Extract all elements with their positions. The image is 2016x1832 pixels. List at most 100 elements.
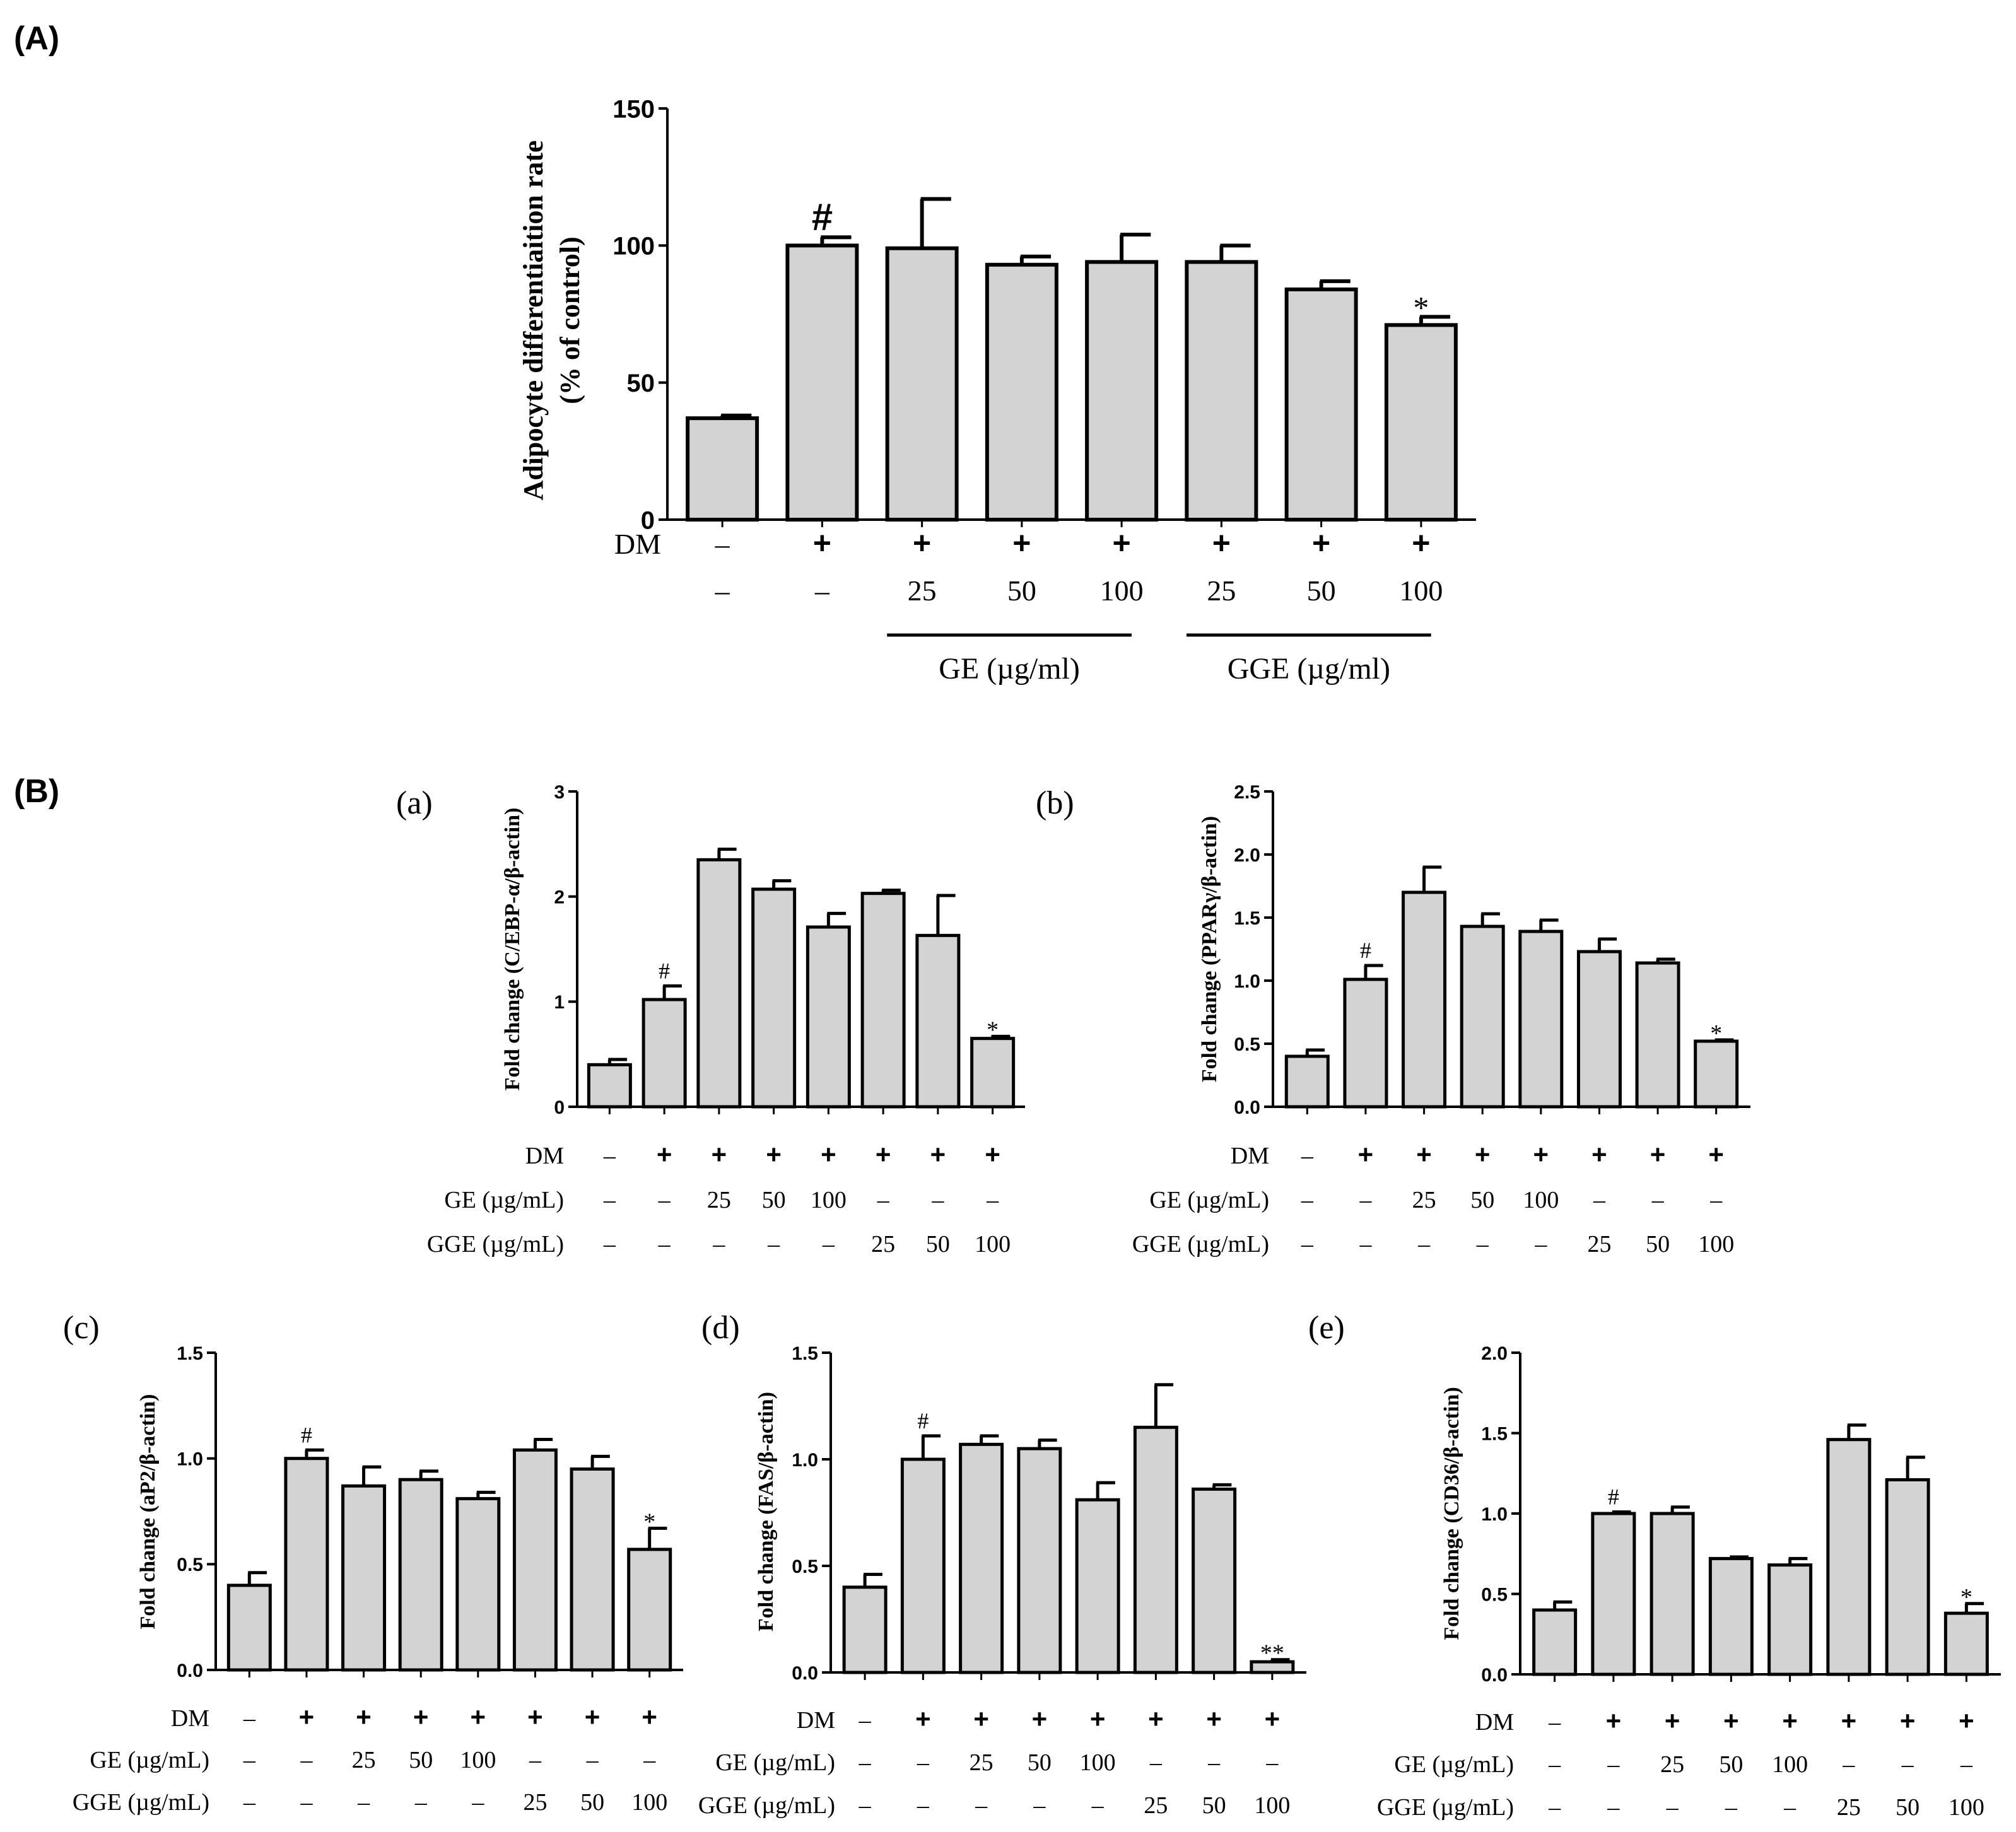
row-label: GE (µg/mL) xyxy=(715,1749,835,1776)
y-tick-label: 2 xyxy=(554,887,565,907)
row-cell: + xyxy=(985,1140,1000,1169)
row-cell: + xyxy=(527,1702,543,1732)
bar-2 xyxy=(341,1484,387,1672)
row-cell: + xyxy=(1475,1140,1491,1169)
row-cell: – xyxy=(1207,1749,1221,1776)
row-cell: – xyxy=(917,1792,930,1819)
row-cell: – xyxy=(1033,1792,1046,1819)
row-cell: 25 xyxy=(1144,1792,1168,1819)
row-cell: + xyxy=(1591,1140,1607,1169)
y-tick-label: 100 xyxy=(612,233,655,260)
row-cell: + xyxy=(471,1702,486,1732)
significance-mark-7: * xyxy=(987,1017,999,1043)
row-cell: 100 xyxy=(1523,1187,1559,1213)
bar-0 xyxy=(226,1584,272,1672)
row-cell: – xyxy=(1265,1749,1279,1776)
bar-5 xyxy=(860,892,906,1109)
row-cell: + xyxy=(1212,525,1231,561)
row-cell: + xyxy=(876,1140,891,1169)
row-cell: – xyxy=(300,1747,313,1773)
row-cell: + xyxy=(1012,525,1031,561)
row-cell: 25 xyxy=(523,1789,547,1816)
row-cell: 50 xyxy=(1470,1187,1494,1213)
panel-tag-e: (e) xyxy=(1308,1310,1345,1346)
row-cell: – xyxy=(986,1187,999,1213)
row-cell: – xyxy=(300,1789,313,1816)
row-label: DM xyxy=(797,1707,835,1734)
y-tick-label: 1 xyxy=(554,992,565,1013)
row-label: GE (µg/mL) xyxy=(444,1187,564,1213)
row-cell: – xyxy=(1709,1187,1723,1213)
bar-4 xyxy=(806,925,851,1109)
row-cell: – xyxy=(1548,1794,1561,1821)
row-cell: + xyxy=(915,1704,931,1734)
row-cell: – xyxy=(1149,1749,1163,1776)
row-cell: – xyxy=(357,1789,370,1816)
chart-a: (a) 0 1 2 3 Fold change (C/EBP-α/β-actin) # * DM… xyxy=(396,782,1025,1257)
y-axis-label: Adipocyte differentiaition rate xyxy=(518,140,549,500)
bar-3 xyxy=(1708,1556,1754,1676)
row-cell: + xyxy=(1090,1704,1106,1734)
row-cell: 100 xyxy=(975,1231,1011,1257)
row-cell: 25 xyxy=(1412,1187,1436,1213)
row-cell: + xyxy=(1265,1704,1281,1734)
row-cell: – xyxy=(243,1789,256,1816)
bar-7 xyxy=(970,1037,1016,1109)
row-cell: + xyxy=(1533,1140,1549,1169)
row-cell: – xyxy=(603,1187,616,1213)
row-cell: + xyxy=(1032,1704,1048,1734)
bar-7 xyxy=(627,1548,672,1672)
row-cell: + xyxy=(1782,1706,1798,1736)
panel-tag-a: (a) xyxy=(396,785,433,821)
row-cell: 100 xyxy=(631,1789,667,1816)
bar-4 xyxy=(1767,1563,1813,1676)
y-tick-label: 1.0 xyxy=(1481,1504,1508,1525)
significance-mark-7: * xyxy=(643,1508,655,1535)
y-tick-label: 0.5 xyxy=(1234,1034,1260,1055)
row-cell: – xyxy=(712,1231,725,1257)
row-cell: + xyxy=(973,1704,989,1734)
row-cell: – xyxy=(1607,1794,1620,1821)
row-cell: – xyxy=(1359,1231,1372,1257)
row-cell: + xyxy=(930,1140,946,1169)
row-cell: – xyxy=(814,575,830,607)
significance-mark-1: # xyxy=(1608,1484,1619,1509)
row-cell: – xyxy=(1593,1187,1606,1213)
row-cell: + xyxy=(299,1702,315,1732)
significance-mark-7: * xyxy=(1413,289,1429,325)
row-cell: – xyxy=(715,528,730,560)
y-tick-label: 0 xyxy=(554,1097,565,1118)
row-cell: 50 xyxy=(1646,1231,1670,1257)
bar-7 xyxy=(1943,1611,1989,1676)
row-cell: + xyxy=(1841,1706,1857,1736)
bar-3 xyxy=(1017,1447,1062,1674)
y-tick-label: 1.0 xyxy=(177,1449,203,1469)
row-cell: – xyxy=(529,1747,542,1773)
row-cell: – xyxy=(586,1747,599,1773)
bar-4 xyxy=(1085,260,1159,522)
panel-tag-c: (c) xyxy=(63,1310,100,1346)
row-cell: – xyxy=(471,1789,484,1816)
row-cell: – xyxy=(859,1707,872,1734)
row-cell: 50 xyxy=(1307,575,1336,607)
row-label: GGE (µg/mL) xyxy=(73,1789,209,1816)
row-cell: – xyxy=(1548,1709,1561,1736)
row-cell: + xyxy=(1312,525,1330,561)
chart-e: (e) 0.0 0.5 1.0 1.5 2.0 Fold change (CD36/β-ac… xyxy=(1308,1310,2001,1821)
row-cell: – xyxy=(643,1747,656,1773)
y-axis-label: Fold change (FAS/β-actin) xyxy=(754,1392,778,1631)
row-cell: + xyxy=(1358,1140,1374,1169)
bar-6 xyxy=(915,933,961,1109)
row-cell: + xyxy=(413,1702,429,1732)
row-cell: 50 xyxy=(409,1747,433,1773)
bar-3 xyxy=(1460,925,1505,1109)
y-tick-label: 0.0 xyxy=(1481,1665,1508,1686)
row-label: GE (µg/mL) xyxy=(1149,1187,1269,1213)
row-label: GGE (µg/mL) xyxy=(427,1231,564,1257)
y-tick-label: 1.5 xyxy=(1234,908,1260,929)
bar-1 xyxy=(284,1457,329,1672)
bar-2 xyxy=(1650,1512,1695,1676)
row-cell: – xyxy=(1783,1794,1796,1821)
row-cell: – xyxy=(1359,1187,1372,1213)
